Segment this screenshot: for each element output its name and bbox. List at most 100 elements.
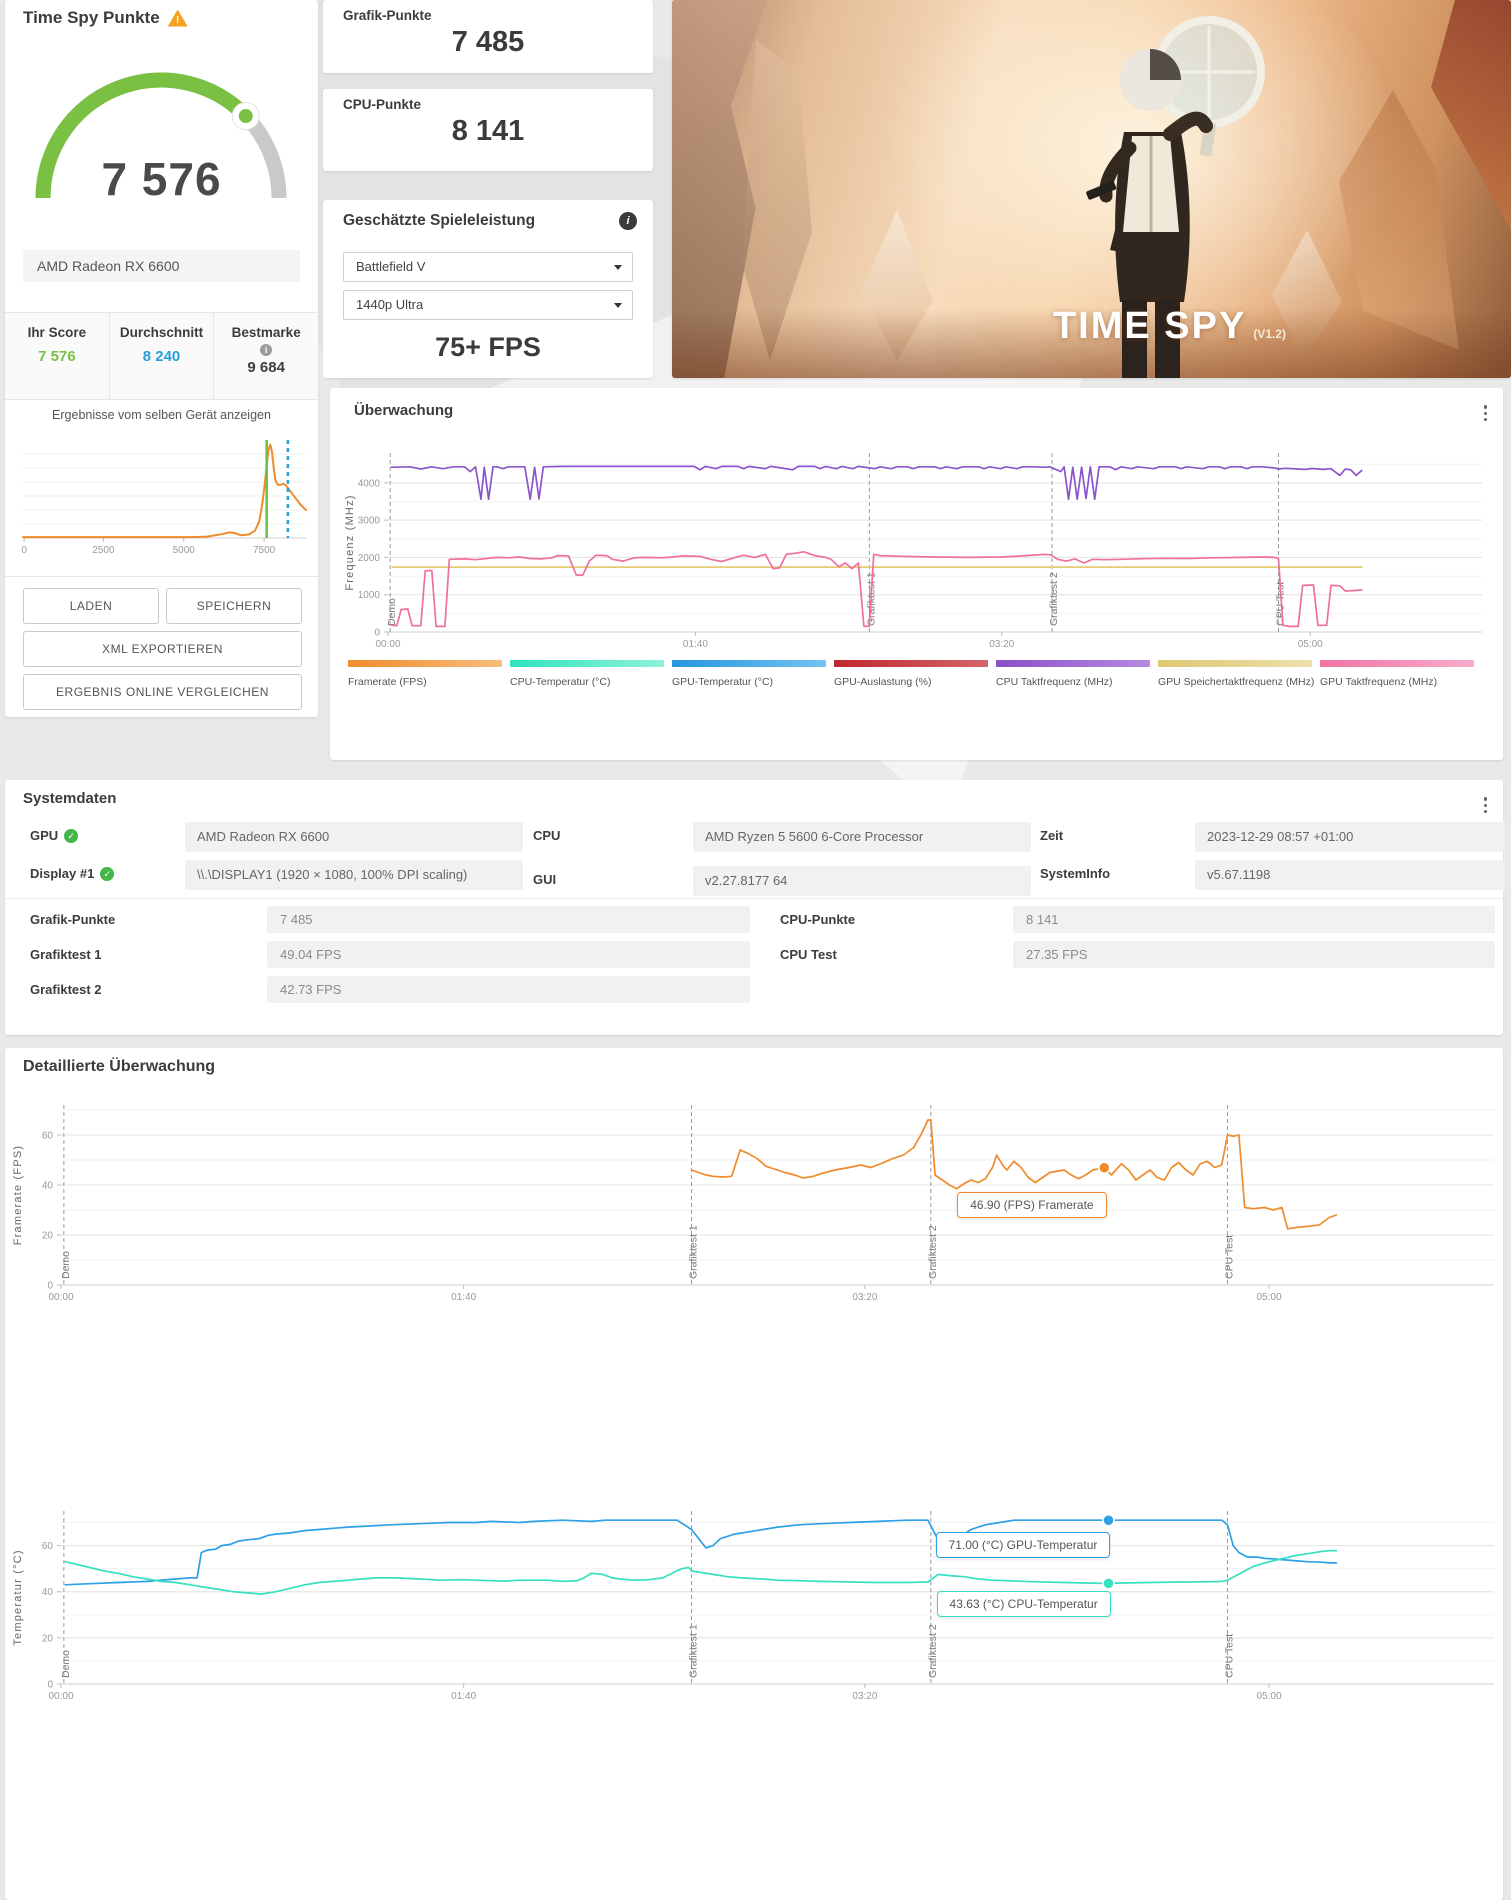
- legend-label: GPU Taktfrequenz (MHz): [1320, 676, 1438, 688]
- check-icon: ✓: [100, 866, 115, 881]
- hero-version: (V1.2): [1253, 327, 1286, 341]
- legend-color-bar: [510, 660, 664, 667]
- game-select-dropdown[interactable]: Battlefield V: [343, 252, 633, 282]
- time-label: Zeit: [1040, 828, 1063, 843]
- kebab-menu-icon[interactable]: [1482, 402, 1490, 425]
- hero-title: TIME SPY (V1.2): [1053, 305, 1286, 348]
- cpu-test-value: 27.35 FPS: [1013, 941, 1495, 968]
- temperature-chart[interactable]: 0 20 40 60 00:00 01:40 03:20 05:00 Demo Grafiktes…: [8, 1502, 1500, 1706]
- label-text: GUI: [533, 872, 557, 887]
- system-data-title: Systemdaten: [23, 790, 117, 807]
- graphics-score-card: Grafik-Punkte 7 485: [323, 0, 653, 73]
- label-text: SystemInfo: [1040, 866, 1111, 881]
- svg-text:60: 60: [42, 1541, 54, 1552]
- legend-color-bar: [672, 660, 826, 667]
- framerate-chart[interactable]: 0 20 40 60 00:00 01:40 03:20 05:00 Demo Grafiktes…: [8, 1096, 1500, 1307]
- score-panel: Time Spy Punkte ! 7 576 AMD Radeon RX 66…: [5, 0, 318, 717]
- cpu-score-label: CPU-Punkte: [343, 97, 422, 112]
- svg-text:05:00: 05:00: [1298, 639, 1323, 650]
- svg-text:60: 60: [42, 1131, 54, 1142]
- score-panel-header: Time Spy Punkte !: [23, 8, 188, 28]
- svg-text:01:40: 01:40: [451, 1691, 476, 1702]
- monitoring-chart[interactable]: 0 1000 2000 3000 4000 00:00 01:40 03:20 05:00 Dem…: [340, 446, 1492, 658]
- svg-text:CPU Test: CPU Test: [1223, 1235, 1235, 1279]
- stat-label: Durchschnitt: [119, 325, 204, 340]
- svg-text:7500: 7500: [253, 545, 276, 556]
- cpu-score-value: 8 141: [451, 115, 525, 147]
- check-icon: ✓: [64, 828, 79, 843]
- time-value: 2023-12-29 08:57 +01:00: [1195, 822, 1505, 852]
- svg-text:Demo: Demo: [60, 1251, 72, 1279]
- page-title: Time Spy Punkte: [23, 8, 160, 27]
- stat-label: Ihr Score: [27, 325, 87, 340]
- svg-text:0: 0: [374, 628, 380, 639]
- graphics-score-value: 7 485: [451, 26, 525, 58]
- resolution-select-dropdown[interactable]: 1440p Ultra: [343, 290, 633, 320]
- svg-text:20: 20: [42, 1633, 54, 1644]
- cpu-test-label: CPU Test: [780, 947, 837, 962]
- cpu-score-card: CPU-Punkte 8 141: [323, 89, 653, 171]
- resolution-select-value: 1440p Ultra: [356, 297, 424, 312]
- chart-legend: Framerate (FPS) CPU-Temperatur (°C) GPU-Te…: [348, 660, 1474, 688]
- svg-text:05:00: 05:00: [1257, 1691, 1282, 1702]
- stat-your-score: Ihr Score 7 576: [5, 313, 110, 399]
- label-text: Zeit: [1040, 828, 1064, 843]
- svg-text:03:20: 03:20: [852, 1691, 877, 1702]
- cpu-value: AMD Ryzen 5 5600 6-Core Processor: [693, 822, 1031, 852]
- legend-label: GPU-Auslastung (%): [834, 676, 932, 688]
- compare-online-button[interactable]: ERGEBNIS ONLINE VERGLEICHEN: [23, 674, 302, 710]
- legend-label: Framerate (FPS): [348, 676, 427, 688]
- legend-color-bar: [348, 660, 502, 667]
- chart-tooltip: 46.90 (FPS) Framerate: [957, 1191, 1107, 1218]
- legend-item: GPU-Temperatur (°C): [672, 660, 826, 688]
- chevron-down-icon: [614, 265, 622, 270]
- cpu-score-row-value: 8 141: [1013, 906, 1495, 933]
- same-device-results-link[interactable]: Ergebnisse vom selben Gerät anzeigen: [52, 408, 271, 422]
- systeminfo-label: SystemInfo: [1040, 866, 1110, 881]
- astronaut-figure: [1086, 16, 1265, 378]
- svg-text:0: 0: [47, 1680, 53, 1691]
- svg-text:Grafiktest 1: Grafiktest 1: [688, 1225, 700, 1279]
- gpu-label: GPU ✓: [30, 828, 79, 843]
- legend-item: Framerate (FPS): [348, 660, 502, 688]
- svg-text:CPU Test: CPU Test: [1223, 1634, 1235, 1678]
- graphics-score-label: Grafik-Punkte: [343, 8, 432, 23]
- graphics-score-row-value: 7 485: [267, 906, 750, 933]
- game-select-value: Battlefield V: [356, 259, 426, 274]
- stat-value: 8 240: [142, 348, 181, 365]
- warning-glyph: !: [176, 14, 180, 26]
- info-icon[interactable]: i: [619, 212, 637, 230]
- label-text: CPU: [533, 828, 561, 843]
- svg-text:Grafiktest 2: Grafiktest 2: [927, 1225, 939, 1279]
- estimated-fps: 75+ FPS: [435, 332, 541, 362]
- svg-text:2000: 2000: [358, 553, 381, 564]
- svg-text:Frequenz (MHz): Frequenz (MHz): [344, 494, 356, 590]
- game-performance-title: Geschätzte Spieleleistung: [343, 212, 536, 229]
- svg-text:1000: 1000: [358, 590, 381, 601]
- svg-text:Grafiktest 1: Grafiktest 1: [688, 1624, 700, 1678]
- detailed-monitoring-title: Detaillierte Überwachung: [23, 1058, 216, 1075]
- score-histogram[interactable]: 0 2500 5000 7500: [15, 436, 310, 558]
- label-text: Display #1: [30, 866, 95, 881]
- graphics-test2-label: Grafiktest 2: [30, 982, 102, 997]
- warning-icon[interactable]: !: [167, 9, 188, 27]
- graphics-score-row-label: Grafik-Punkte: [30, 912, 116, 927]
- kebab-menu-icon[interactable]: [1482, 794, 1490, 817]
- game-performance-card: Geschätzte Spieleleistung i Battlefield …: [323, 200, 653, 378]
- legend-item: GPU Speichertaktfrequenz (MHz): [1158, 660, 1314, 688]
- load-button[interactable]: LADEN: [23, 588, 159, 624]
- stat-best: Bestmarke i 9 684: [214, 313, 318, 399]
- legend-item: CPU Taktfrequenz (MHz): [996, 660, 1150, 688]
- svg-text:40: 40: [42, 1181, 54, 1192]
- info-icon[interactable]: i: [260, 344, 273, 356]
- chart-tooltip: 71.00 (°C) GPU-Temperatur: [935, 1532, 1111, 1559]
- svg-text:Grafiktest 2: Grafiktest 2: [927, 1624, 939, 1678]
- export-xml-button[interactable]: XML EXPORTIEREN: [23, 631, 302, 667]
- detailed-monitoring-panel: Detaillierte Überwachung 0 20 40 60 00:00 01:…: [5, 1048, 1503, 1900]
- save-button[interactable]: SPEICHERN: [166, 588, 302, 624]
- gui-label: GUI: [533, 872, 556, 887]
- divider: [5, 898, 1503, 899]
- legend-item: CPU-Temperatur (°C): [510, 660, 664, 688]
- legend-color-bar: [996, 660, 1150, 667]
